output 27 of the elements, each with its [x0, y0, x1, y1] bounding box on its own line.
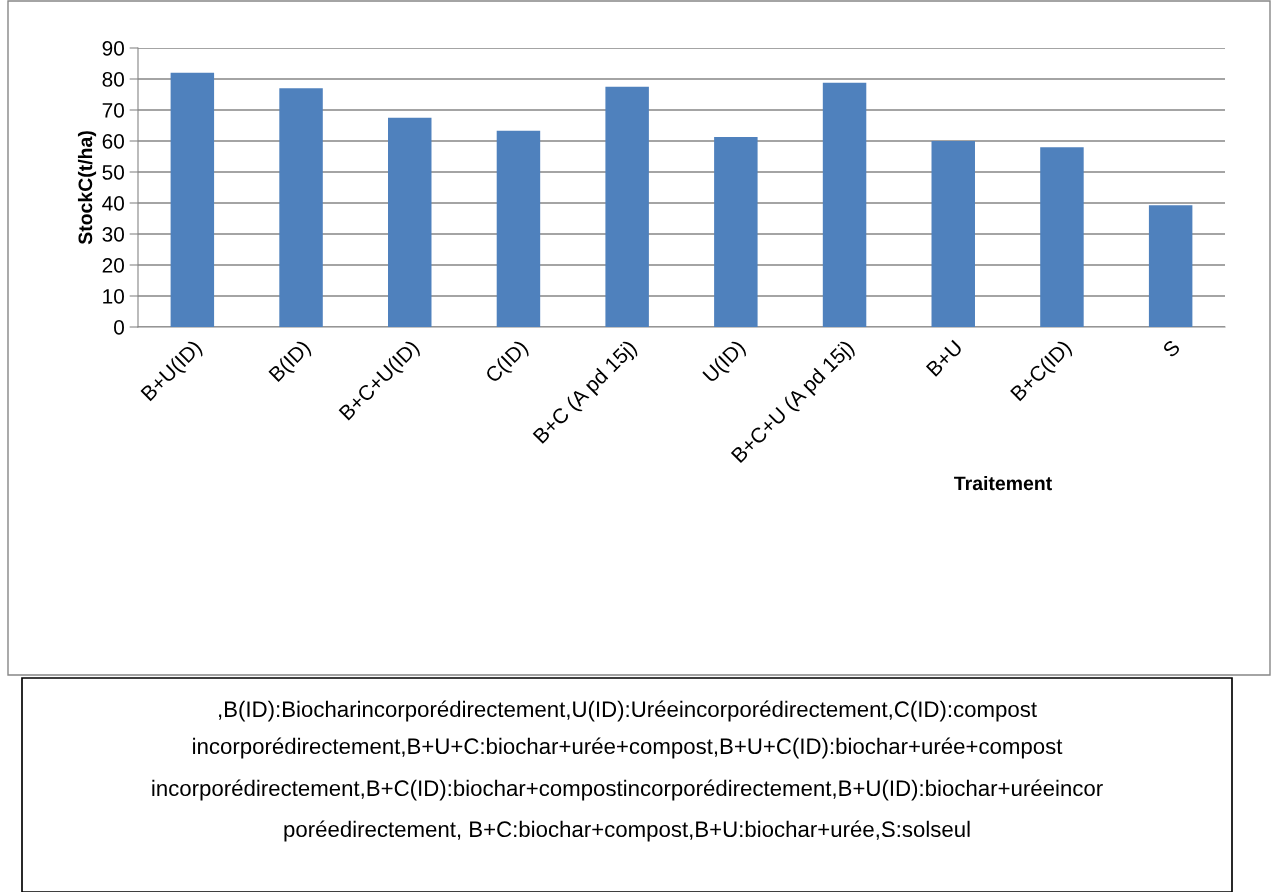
x-axis-title: Traitement — [954, 475, 1052, 491]
text: incorporédirectement,B+C(ID):biochar+compostincorporédirectement,B+U(ID):biochar+uréeincor — [152, 779, 1103, 801]
y-tick-label: 90 — [102, 41, 124, 56]
bar — [931, 141, 975, 327]
y-tick-label: 30 — [102, 227, 124, 242]
bar — [1148, 205, 1193, 327]
y-tick-label: 60 — [102, 134, 124, 149]
bar — [1040, 147, 1084, 327]
bar — [605, 86, 649, 327]
y-tick-label: 20 — [102, 258, 124, 273]
bar — [170, 72, 215, 327]
text: ,B(ID):Biocharincorporédirectement,U(ID):Uréeincorporédirectement,C(ID):compost — [219, 700, 1037, 722]
text: poréedirectement, B+C:biochar+compost,B+U:biochar+urée,S:solseul — [284, 820, 970, 842]
bar — [822, 82, 867, 327]
y-tick-label: 40 — [102, 196, 124, 211]
y-tick-label: 80 — [102, 72, 124, 87]
bar — [496, 130, 541, 327]
bar — [388, 117, 432, 327]
bar — [714, 136, 758, 327]
y-tick-label: 0 — [114, 320, 124, 335]
x-tick-label: S — [1161, 339, 1181, 359]
y-tick-label: 50 — [102, 165, 124, 180]
y-tick-label: 70 — [102, 103, 124, 118]
text: incorporédirectement,B+U+C:biochar+urée+compost,B+U+C(ID):biochar+urée+compost — [193, 737, 1063, 759]
bar — [279, 88, 323, 327]
y-tick-label: 10 — [103, 289, 124, 304]
y-axis-title: StockC(t/ha) — [77, 131, 97, 245]
